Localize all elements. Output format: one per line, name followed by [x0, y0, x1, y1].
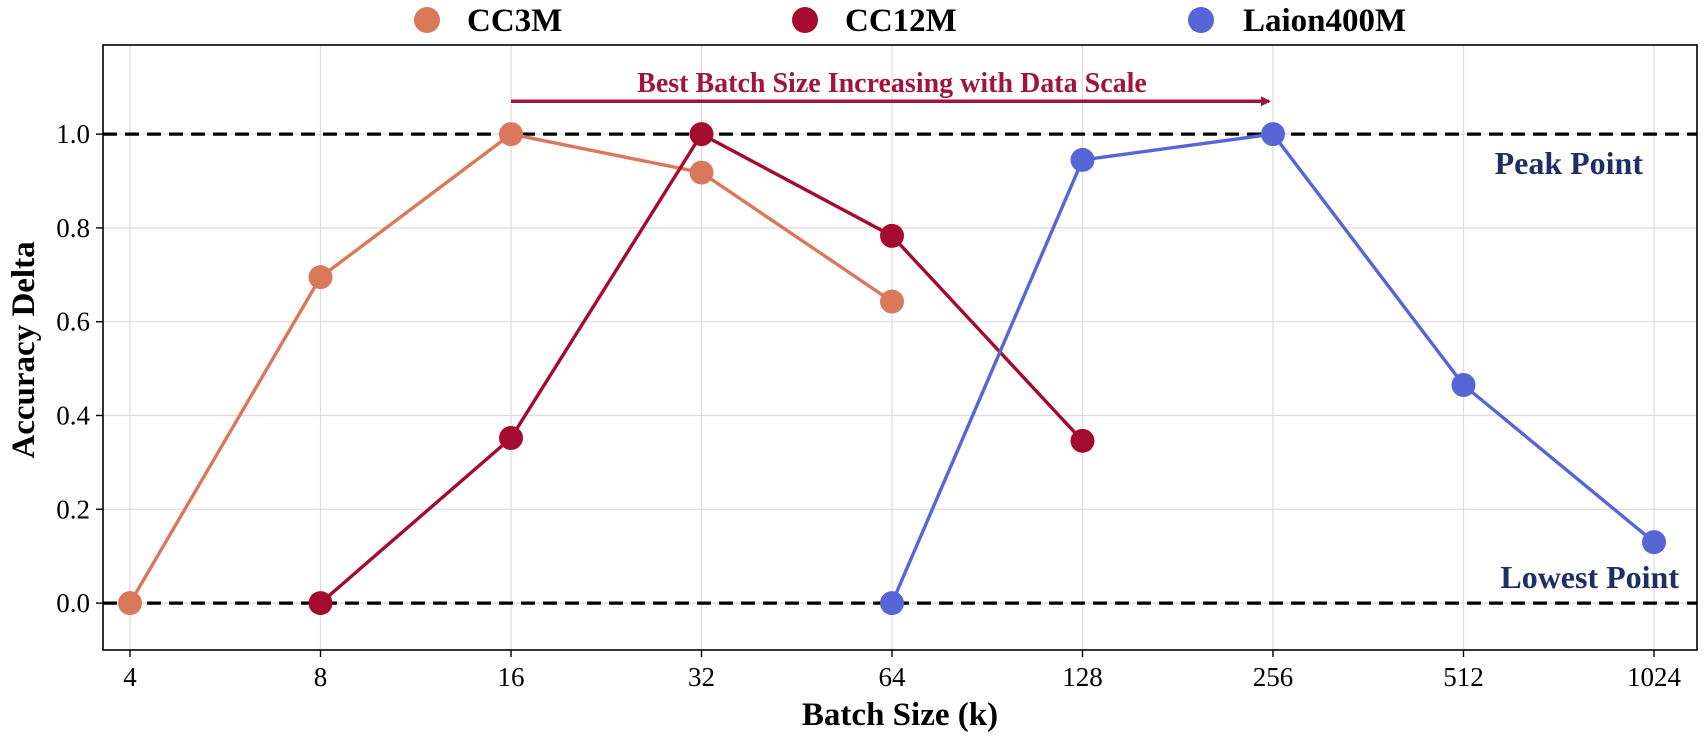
x-tick-label: 16 [498, 662, 525, 692]
x-tick-label: 32 [688, 662, 715, 692]
legend-label-cc3m: CC3M [467, 3, 562, 39]
y-axis-title: Accuracy Delta [6, 241, 42, 458]
data-point-cc12m [499, 426, 523, 451]
legend-item-laion400m: Laion400M [1188, 3, 1406, 39]
data-point-cc3m [118, 591, 142, 616]
legend-marker-cc3m [414, 7, 440, 33]
data-point-cc12m [308, 591, 333, 616]
data-point-cc12m [1070, 428, 1095, 453]
legend: CC3M CC12M Laion400M [414, 3, 1406, 39]
legend-marker-cc12m [792, 7, 818, 33]
legend-item-cc12m: CC12M [792, 3, 957, 39]
x-tick-label: 1024 [1627, 662, 1682, 692]
data-point-laion400m [880, 591, 904, 616]
data-point-laion400m [1451, 373, 1476, 398]
x-tick-label: 8 [314, 662, 328, 692]
series-layer [118, 122, 1666, 616]
y-axis-ticks: 0.0 0.2 0.4 0.6 0.8 1.0 [56, 119, 103, 618]
y-tick-label: 0.4 [56, 401, 90, 431]
x-tick-label: 4 [123, 662, 137, 692]
data-point-cc12m [689, 122, 714, 147]
peak-point-label: Peak Point [1495, 145, 1644, 181]
x-axis-title: Batch Size (k) [802, 697, 998, 733]
legend-label-cc12m: CC12M [845, 3, 957, 39]
legend-label-laion400m: Laion400M [1243, 3, 1406, 39]
plot-frame [102, 44, 1698, 651]
data-point-laion400m [1261, 122, 1285, 147]
y-tick-label: 0.2 [56, 494, 90, 524]
data-point-cc3m [499, 122, 523, 147]
data-point-laion400m [1642, 530, 1666, 555]
data-point-cc3m [880, 289, 904, 314]
x-tick-label: 128 [1062, 662, 1103, 692]
y-tick-label: 0.0 [56, 588, 90, 618]
y-tick-label: 0.6 [56, 307, 90, 337]
data-point-cc3m [689, 160, 714, 185]
data-point-cc3m [308, 265, 333, 290]
y-tick-label: 1.0 [56, 119, 90, 149]
x-tick-label: 64 [879, 662, 907, 692]
x-tick-label: 512 [1443, 662, 1484, 692]
lowest-point-label: Lowest Point [1500, 559, 1679, 595]
x-tick-label: 256 [1253, 662, 1294, 692]
data-point-laion400m [1070, 147, 1095, 172]
legend-item-cc3m: CC3M [414, 3, 562, 39]
data-point-cc12m [880, 223, 904, 248]
x-axis-ticks: 4 8 16 32 64 128 256 512 1024 [123, 650, 1682, 692]
arrow-annotation: Best Batch Size Increasing with Data Sca… [511, 68, 1271, 107]
legend-marker-laion400m [1188, 7, 1214, 33]
y-tick-label: 0.8 [56, 213, 90, 243]
reference-lines [103, 132, 1697, 605]
gridlines [103, 45, 1697, 650]
arrow-annotation-text: Best Batch Size Increasing with Data Sca… [637, 68, 1147, 99]
